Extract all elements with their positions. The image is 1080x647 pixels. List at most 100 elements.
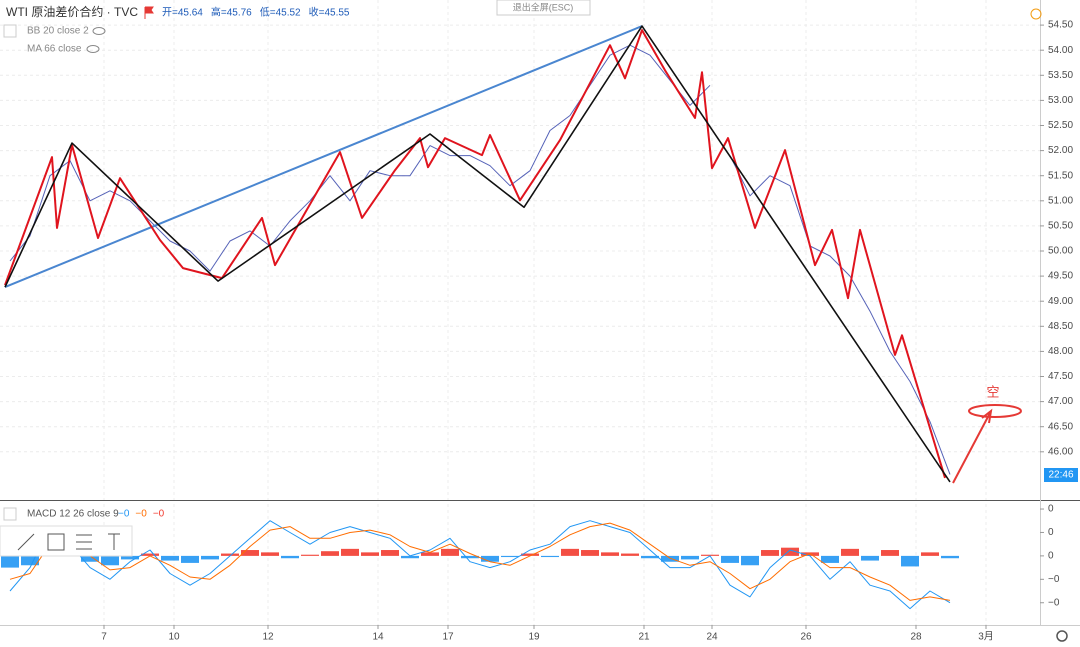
marks-layer bbox=[1, 25, 959, 610]
price-line bbox=[4, 25, 951, 483]
price-line bbox=[4, 25, 643, 289]
countdown: 22:46 bbox=[1048, 470, 1073, 481]
macd-line bbox=[9, 520, 951, 610]
histogram-bar bbox=[141, 553, 159, 556]
histogram-bar bbox=[821, 555, 839, 563]
y-tick-label: 46.00 bbox=[1048, 446, 1073, 457]
histogram-bar bbox=[881, 550, 899, 556]
histogram-bar bbox=[201, 555, 219, 560]
macd-readout-value: −0 bbox=[153, 509, 165, 520]
x-tick-label: 24 bbox=[706, 632, 718, 643]
histogram-bar bbox=[341, 548, 359, 556]
annotation-text: 空 bbox=[986, 384, 999, 399]
text-tool[interactable] bbox=[108, 533, 120, 550]
histogram-bar bbox=[781, 547, 799, 556]
toolbar-bg bbox=[0, 525, 133, 557]
y-tick-label: −0 bbox=[1048, 597, 1060, 608]
trendline-tool[interactable] bbox=[17, 533, 35, 551]
rectangle-tool[interactable] bbox=[47, 533, 65, 551]
histogram-bar bbox=[801, 552, 819, 556]
ohlc-value: 收=45.55 bbox=[309, 6, 350, 19]
histogram-bar bbox=[941, 555, 959, 559]
histogram-bar bbox=[161, 555, 179, 561]
exit-fullscreen-button[interactable] bbox=[496, 0, 591, 16]
indicator-label[interactable]: MA 66 close bbox=[27, 44, 82, 55]
indicator-label[interactable]: BB 20 close 2 bbox=[27, 26, 89, 37]
y-tick-label: 48.00 bbox=[1048, 346, 1073, 357]
y-tick-label: 50.00 bbox=[1048, 246, 1073, 257]
histogram-bar bbox=[461, 555, 479, 559]
histogram-bar bbox=[861, 555, 879, 561]
histogram-bar bbox=[181, 555, 199, 563]
flag-icon[interactable] bbox=[144, 6, 154, 19]
x-tick-label: 21 bbox=[638, 632, 650, 643]
histogram-bar bbox=[421, 552, 439, 556]
histogram-bar bbox=[681, 555, 699, 560]
x-tick-label: 14 bbox=[372, 632, 384, 643]
histogram-bar bbox=[541, 555, 559, 558]
y-tick-label: 48.50 bbox=[1048, 321, 1073, 332]
histogram-bar bbox=[221, 553, 239, 556]
histogram-bar bbox=[1, 555, 19, 568]
visibility-icon[interactable] bbox=[86, 45, 100, 53]
histogram-bar bbox=[481, 555, 499, 562]
histogram-bar bbox=[661, 555, 679, 562]
x-tick-label: 19 bbox=[528, 632, 540, 643]
y-tick-label: 0 bbox=[1048, 527, 1054, 538]
fib-tool[interactable] bbox=[76, 534, 92, 550]
histogram-bar bbox=[441, 548, 459, 556]
settings-icon[interactable] bbox=[1056, 630, 1068, 642]
y-tick-label: −0 bbox=[1048, 574, 1060, 585]
ohlc-readout: 开=45.64 高=45.76 低=45.52 收=45.55 bbox=[162, 6, 350, 19]
histogram-bar bbox=[561, 548, 579, 556]
button-label[interactable]: 退出全屏(ESC) bbox=[513, 1, 574, 12]
histogram-bar bbox=[101, 555, 119, 566]
histogram-bar bbox=[281, 555, 299, 559]
visibility-icon[interactable] bbox=[92, 27, 106, 35]
collapse-button[interactable] bbox=[3, 24, 17, 38]
x-tick-label: 3月 bbox=[978, 631, 994, 643]
y-tick-label: 49.50 bbox=[1048, 271, 1073, 282]
y-tick-label: 46.50 bbox=[1048, 421, 1073, 432]
y-tick-label: 50.50 bbox=[1048, 221, 1073, 232]
chart-title: WTI 原油差价合约 · TVC bbox=[6, 4, 138, 19]
macd-readout: −0 −0 −0 bbox=[118, 509, 165, 520]
histogram-bar bbox=[581, 550, 599, 556]
countdown-tag bbox=[1044, 468, 1078, 482]
histogram-bar bbox=[361, 552, 379, 556]
histogram-bar bbox=[841, 548, 859, 556]
y-tick-label: 47.50 bbox=[1048, 371, 1073, 382]
histogram-bar bbox=[501, 555, 519, 558]
axes-layer: 46.00 46.50 47.00 47.50 48.00 48.50 49.00 49.50… bbox=[101, 20, 1073, 643]
histogram-bar bbox=[701, 554, 719, 556]
x-tick-label: 17 bbox=[442, 632, 454, 643]
collapse-button[interactable] bbox=[3, 507, 17, 521]
histogram-bar bbox=[921, 552, 939, 556]
x-tick-label: 7 bbox=[101, 632, 107, 643]
histogram-bar bbox=[901, 555, 919, 567]
y-tick-label: 52.50 bbox=[1048, 120, 1073, 131]
y-tick-label: 51.00 bbox=[1048, 195, 1073, 206]
histogram-bar bbox=[121, 555, 139, 560]
histogram-bar bbox=[261, 552, 279, 556]
y-tick-label: 52.00 bbox=[1048, 145, 1073, 156]
macd-line bbox=[9, 522, 951, 601]
histogram-bar bbox=[621, 553, 639, 556]
histogram-bar bbox=[81, 555, 99, 562]
y-tick-label: 53.00 bbox=[1048, 95, 1073, 106]
drawing-toolbar bbox=[0, 525, 133, 557]
y-tick-label: 0 bbox=[1048, 551, 1054, 562]
macd-readout-value: −0 bbox=[118, 509, 130, 520]
histogram-bar bbox=[601, 552, 619, 556]
y-tick-label: 54.50 bbox=[1048, 20, 1073, 31]
histogram-bar bbox=[241, 550, 259, 556]
histogram-bar bbox=[521, 553, 539, 556]
alert-icon[interactable] bbox=[1030, 8, 1042, 20]
y-tick-label: 53.50 bbox=[1048, 70, 1073, 81]
histogram-bar bbox=[381, 550, 399, 556]
x-tick-label: 12 bbox=[262, 632, 274, 643]
y-tick-label: 49.00 bbox=[1048, 296, 1073, 307]
histogram-bar bbox=[741, 555, 759, 566]
